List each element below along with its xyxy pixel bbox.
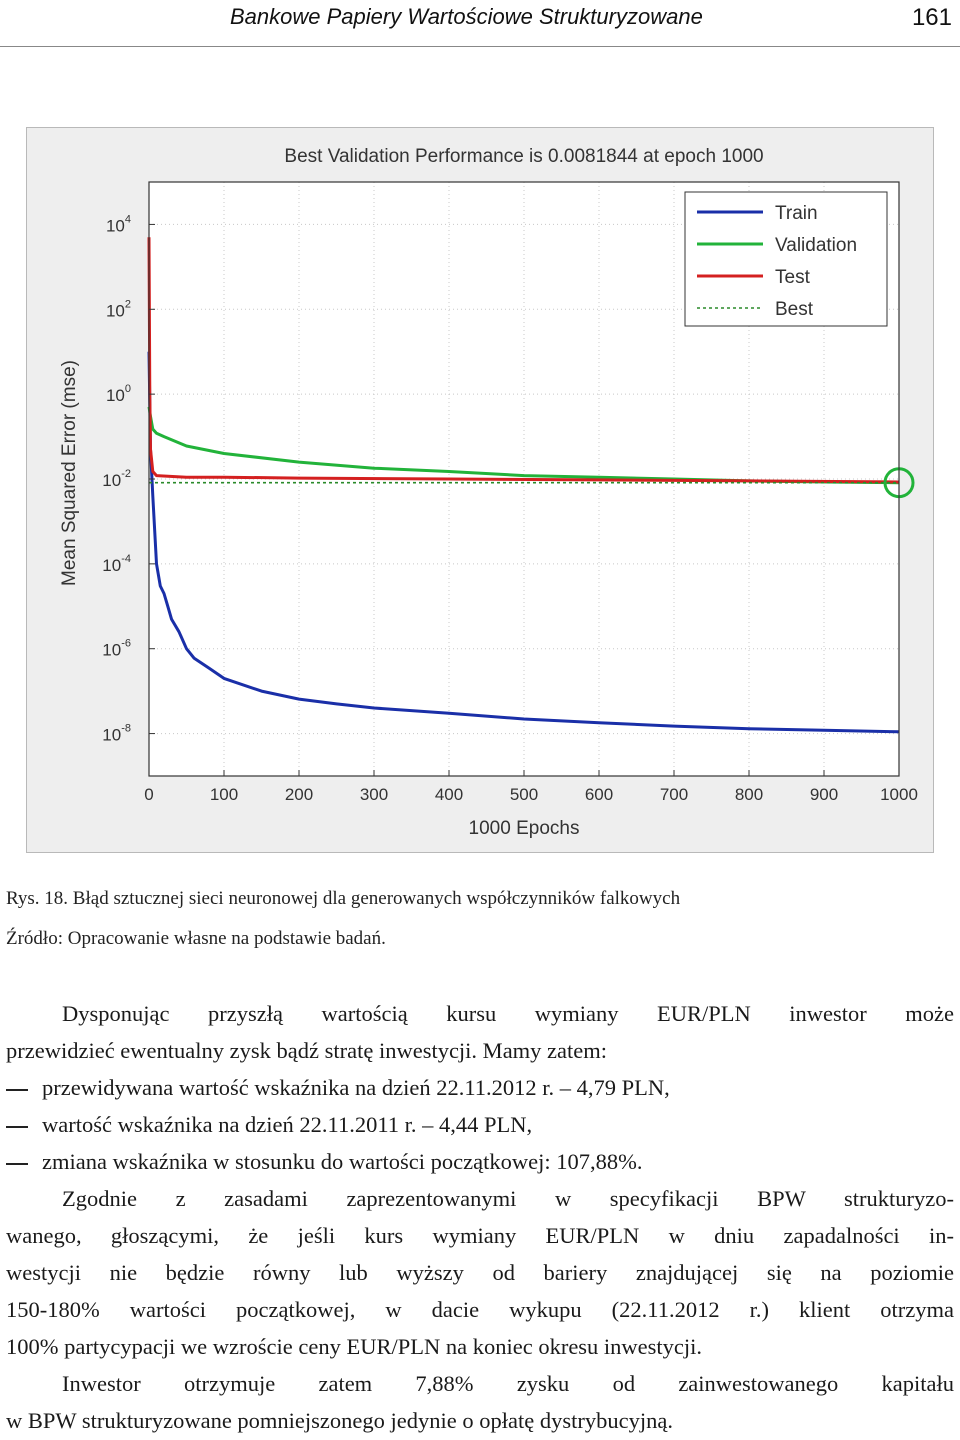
paragraph-line: Inwestor otrzymuje zatem 7,88% zysku od …	[62, 1371, 954, 1396]
x-tick-label: 800	[735, 785, 763, 804]
dash-icon	[6, 1089, 28, 1091]
paragraph-line: wanego, głoszącymi, że jeśli kurs wymian…	[6, 1223, 954, 1248]
legend-box	[684, 191, 888, 327]
y-tick-label: 100	[106, 383, 131, 405]
axes-box	[148, 181, 900, 777]
header-rule	[0, 46, 960, 47]
x-tick-label: 100	[210, 785, 238, 804]
paragraph-line: westycji nie będzie równy lub wyższy od …	[6, 1260, 954, 1285]
paragraph-line: przewidzieć ewentualny zysk bądź stratę …	[6, 1038, 608, 1063]
figure-caption: Rys. 18. Błąd sztucznej sieci neuronowej…	[6, 888, 681, 909]
x-tick-label: 900	[810, 785, 838, 804]
series-test-line	[147, 237, 900, 484]
legend-label: Validation	[775, 235, 857, 256]
paragraph-line: 150-180% wartości początkowej, w dacie w…	[6, 1297, 954, 1322]
x-tick-label: 600	[585, 785, 613, 804]
list-item-text: przewidywana wartość wskaźnika na dzień …	[42, 1075, 670, 1100]
y-tick-label: 10-2	[102, 468, 131, 490]
y-tick-label: 104	[106, 213, 131, 235]
legend-label: Best	[775, 299, 814, 320]
page-number: 161	[911, 4, 952, 31]
page-header: Bankowe Papiery Wartościowe Strukturyzow…	[0, 0, 960, 48]
y-tick-label: 10-6	[102, 638, 131, 660]
running-title: Bankowe Papiery Wartościowe Strukturyzow…	[230, 4, 703, 29]
chart-title: Best Validation Performance is 0.0081844…	[284, 146, 763, 167]
series-train-line	[147, 351, 900, 734]
x-tick-label: 200	[285, 785, 313, 804]
y-tick-label: 10-8	[102, 723, 131, 745]
dash-icon	[6, 1126, 28, 1128]
y-tick-label: 10-4	[102, 553, 131, 575]
paragraph-line: Dysponując przyszłą wartością kursu wymi…	[62, 1001, 954, 1026]
legend-label: Test	[775, 267, 811, 288]
list-item-text: zmiana wskaźnika w stosunku do wartości …	[42, 1149, 643, 1174]
figure-frame: 0 100 200 300 400 500 600 700 800 900 1000 104 102 10…	[26, 127, 934, 853]
paragraph-line: 100% partycypacji we wzroście ceny EUR/P…	[6, 1334, 703, 1359]
x-tick-label: 700	[660, 785, 688, 804]
figure-source: Źródło: Opracowanie własne na podstawie …	[6, 928, 386, 949]
list-item: przewidywana wartość wskaźnika na dzień …	[6, 1069, 670, 1106]
legend-label: Train	[775, 203, 818, 224]
x-tick-label: 500	[510, 785, 538, 804]
dash-icon	[6, 1163, 28, 1165]
list-item-text: wartość wskaźnika na dzień 22.11.2011 r.…	[42, 1112, 533, 1137]
x-tick-label: 400	[435, 785, 463, 804]
y-axis-label: Mean Squared Error (mse)	[59, 360, 80, 586]
x-axis-label: 1000 Epochs	[469, 818, 580, 839]
x-tick-label: 0	[144, 785, 153, 804]
paragraph-line: Zgodnie z zasadami zaprezentowanymi w sp…	[62, 1186, 954, 1211]
list-item: wartość wskaźnika na dzień 22.11.2011 r.…	[6, 1106, 532, 1143]
x-tick-label: 300	[360, 785, 388, 804]
x-tick-label: 1000	[880, 785, 918, 804]
list-item: zmiana wskaźnika w stosunku do wartości …	[6, 1143, 642, 1180]
paragraph-line: w BPW strukturyzowane pomniejszonego jed…	[6, 1408, 673, 1433]
y-tick-label: 102	[106, 298, 131, 320]
performance-chart: 0 100 200 300 400 500 600 700 800 900 1000 104 102 10…	[59, 146, 918, 839]
